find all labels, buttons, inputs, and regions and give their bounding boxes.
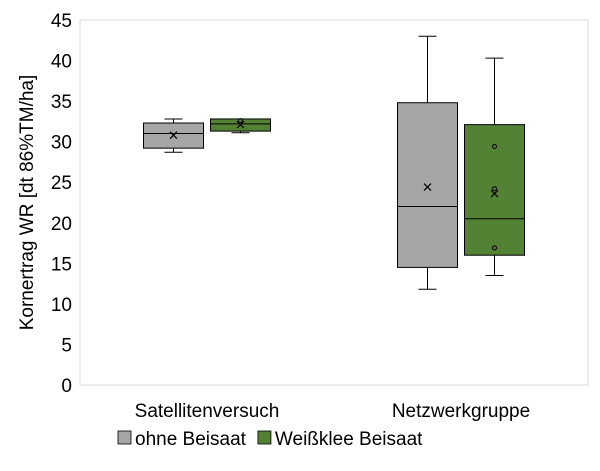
- legend-swatch: [257, 430, 272, 445]
- box-weissklee-beisaat: [464, 57, 525, 276]
- y-tick-label: 10: [51, 295, 72, 316]
- inner-point: [492, 144, 497, 150]
- x-axis-category-labels: Satellitenversuch Netzwerkgruppe: [135, 401, 531, 422]
- inner-point: [492, 245, 497, 251]
- y-axis-title: Kornertrag WR [dt 86%TM/ha]: [17, 75, 38, 331]
- y-tick-label: 35: [51, 92, 72, 113]
- y-tick-label: 20: [51, 214, 72, 235]
- inner-point: [238, 118, 243, 124]
- inner-point: [492, 186, 497, 192]
- legend-item: Weißklee Beisaat: [257, 429, 423, 450]
- mean-marker-stroke: [236, 120, 245, 129]
- y-tick-label: 5: [61, 335, 72, 356]
- y-axis-ticks: 0 5 10 15 20 25 30 35 40 45: [51, 11, 72, 397]
- category-label: Netzwerkgruppe: [392, 401, 530, 422]
- legend-item: ohne Beisaat: [117, 429, 247, 450]
- mean-marker: [490, 189, 499, 198]
- mean-marker: [423, 183, 432, 192]
- category-label: Satellitenversuch: [135, 401, 280, 422]
- mean-marker: [169, 131, 178, 140]
- iqr-box: [464, 124, 525, 256]
- box-weissklee-beisaat: [210, 118, 271, 134]
- plot-area: [79, 19, 589, 386]
- y-tick-label: 25: [51, 173, 72, 194]
- y-tick-label: 0: [61, 376, 72, 397]
- y-tick-label: 40: [51, 52, 72, 73]
- legend: ohne Beisaat Weißklee Beisaat: [117, 429, 423, 450]
- mean-marker-stroke: [490, 189, 499, 198]
- legend-swatch: [117, 430, 132, 445]
- box-ohne-beisaat: [397, 35, 458, 290]
- legend-label: ohne Beisaat: [135, 429, 247, 450]
- box-ohne-beisaat: [143, 118, 204, 153]
- box-series: [143, 35, 525, 290]
- mean-marker: [236, 120, 245, 129]
- legend-label: Weißklee Beisaat: [275, 429, 423, 450]
- mean-marker-stroke: [169, 131, 178, 140]
- y-tick-label: 15: [51, 254, 72, 275]
- mean-marker-stroke: [423, 183, 432, 192]
- y-tick-label: 45: [51, 11, 72, 32]
- y-tick-label: 30: [51, 133, 72, 154]
- iqr-box: [397, 102, 458, 268]
